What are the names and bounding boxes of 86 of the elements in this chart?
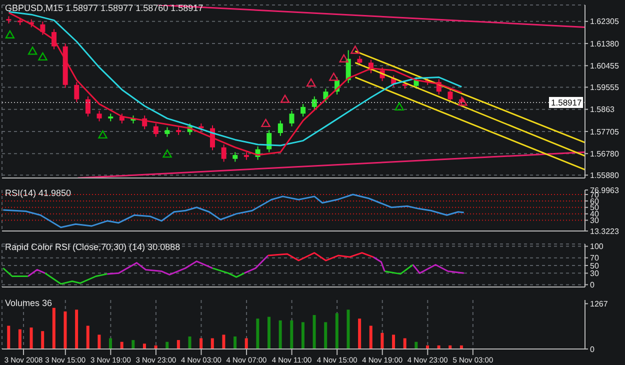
y-tick-label: 1.62305 [590,17,620,26]
candlestick [232,152,238,162]
bar [176,340,180,349]
bar [312,315,316,349]
bar [256,318,260,349]
bar [109,338,112,349]
bar [41,331,44,349]
bar [369,326,372,349]
y-tick-label: 60 [590,196,600,206]
candlestick [85,96,90,118]
bar [30,328,33,349]
bar [335,313,338,349]
bar [403,338,406,349]
y-tick-label: 1.59555 [590,83,620,92]
chart-title: Rapid Color RSI (Close,70,30) (14) 30.0888 [5,242,180,252]
point [5,30,15,39]
y-tick-label: 50 [590,261,600,270]
bar [268,316,270,349]
point [28,46,38,55]
y-tick-label: 100 [590,242,604,252]
bar [210,338,214,349]
bar [75,310,78,349]
point [280,94,290,103]
y-tick-label: 30 [590,216,600,226]
point [261,118,270,128]
bar [98,334,101,349]
bar [244,338,248,349]
bar [290,320,294,349]
point [38,52,48,61]
bar [358,318,362,349]
y-tick-label: 1.55880 [590,170,620,180]
point [162,149,172,158]
point [329,72,338,81]
point [394,102,404,111]
chart-title: Volumes 36 [5,298,52,308]
line-series [267,252,374,262]
candlestick [289,110,294,127]
bar [301,322,304,349]
bar [188,336,192,349]
y-tick-label: 70 [590,254,600,263]
candlestick [357,55,362,66]
candlestick [300,104,306,118]
y-tick-label: 1.57705 [590,127,620,136]
bar [324,322,328,349]
bar [64,311,67,349]
y-tick-label: 0 [590,344,595,354]
bar [200,338,203,349]
bar [222,334,226,349]
y-tick-label: 30 [590,269,600,278]
candlestick [323,88,328,103]
point [306,78,316,87]
bar [86,326,90,349]
point [339,54,348,62]
bar [234,336,237,349]
bar [132,340,135,349]
bar [18,329,22,349]
bar [278,320,282,349]
y-tick-label: 1.60455 [590,62,620,70]
bar [52,308,56,349]
y-tick-label: 1.5863 [590,105,616,114]
bar [120,342,124,349]
y-tick-label: 1.56780 [590,149,620,158]
y-tick-label: 1267 [590,300,608,309]
bar [7,326,10,349]
candlestick [312,96,317,110]
chart-title: RSI(14) 41.9850 [5,188,72,198]
y-tick-label: 0 [590,280,595,290]
candlestick [164,126,170,138]
y-tick-label: 1.61380 [590,39,620,48]
ref-line-label: 1.58917 [551,97,582,108]
candlestick [96,110,102,122]
point [458,98,468,106]
candlestick [266,130,272,153]
candlestick [153,122,158,138]
bar [380,332,384,349]
candlestick [448,88,453,103]
y-tick-label: 13.3223 [590,226,620,236]
bar [392,334,396,349]
bar [166,342,169,349]
candlestick [278,120,283,136]
point [350,46,360,54]
bar [346,310,350,349]
bar [142,344,146,349]
candlestick [74,82,80,103]
bar [414,342,418,349]
point [98,130,108,139]
